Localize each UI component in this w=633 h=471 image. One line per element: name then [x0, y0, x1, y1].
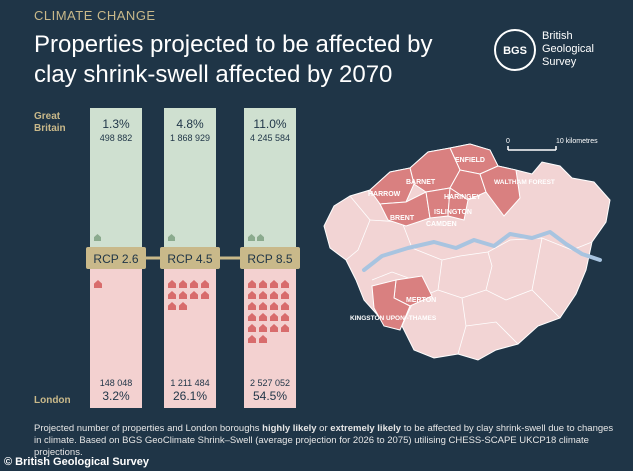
london-count-1: 148 048	[100, 378, 133, 388]
london-house-3-17	[248, 324, 256, 332]
london-house-3-4	[281, 280, 289, 288]
rcp-label-3: RCP 8.5	[247, 252, 292, 266]
london-house-3-18	[259, 324, 267, 332]
gb-label-line1: Great	[34, 111, 61, 122]
borough-borders	[345, 195, 593, 355]
label-haringey: HARINGEY	[444, 194, 481, 201]
london-count-3: 2 527 052	[250, 378, 290, 388]
london-house-3-22	[259, 335, 267, 343]
great-britain-label: Great Britain	[34, 111, 66, 135]
label-brent: BRENT	[390, 215, 415, 222]
london-house-3-9	[248, 302, 256, 310]
label-camden: CAMDEN	[426, 221, 457, 228]
gb-count-2: 1 868 929	[170, 133, 210, 143]
footnote-text-3: to be affected by clay shrink-swell due …	[34, 423, 614, 458]
label-barnet: BARNET	[406, 179, 436, 186]
label-kingston: KINGSTON UPON -THAMES	[350, 315, 437, 322]
london-count-2: 1 211 484	[170, 378, 209, 388]
logo-mark: BGS	[503, 45, 527, 57]
london-house-3-3	[270, 280, 278, 288]
london-house-3-7	[270, 291, 278, 299]
london-house-2-9	[168, 302, 176, 310]
borough-waltham-forest	[479, 165, 521, 217]
label-harrow: HARROW	[368, 191, 401, 198]
bgs-logo: BGS	[494, 29, 536, 71]
gb-percent-2: 4.8%	[176, 117, 204, 131]
label-islington: ISLINGTON	[434, 209, 472, 216]
london-house-3-12	[281, 302, 289, 310]
gb-house-3-2	[257, 234, 264, 241]
gb-count-1: 498 882	[100, 133, 133, 143]
london-house-3-8	[281, 291, 289, 299]
london-house-2-8	[201, 291, 209, 299]
london-house-3-21	[248, 335, 256, 343]
london-house-3-2	[259, 280, 267, 288]
logo-circle-icon	[494, 29, 536, 71]
page-title: Properties projected to be affected by c…	[34, 31, 433, 88]
london-map: 0 10 kilometres ENFIELD	[323, 138, 611, 361]
london-house-3-13	[248, 313, 256, 321]
rcp-label-2: RCP 4.5	[167, 252, 212, 266]
logo-text: British Geological Survey	[542, 30, 594, 69]
logo-name-line1: British	[542, 30, 573, 42]
london-house-3-14	[259, 313, 267, 321]
footnote-bold-1: highly likely	[262, 423, 317, 434]
highlighted-boroughs	[369, 143, 521, 331]
gb-label-line2: Britain	[34, 123, 66, 134]
london-house-3-6	[259, 291, 267, 299]
rcp-box-2	[160, 247, 220, 269]
rcp-box-1	[86, 247, 146, 269]
credit: © British Geological Survey	[4, 456, 150, 468]
label-waltham-forest: WALTHAM FOREST	[494, 179, 555, 186]
borough-islington	[447, 187, 469, 221]
gb-percent-1: 1.3%	[102, 117, 130, 131]
rcp-box-3	[240, 247, 300, 269]
london-house-2-7	[190, 291, 198, 299]
gb-bar-3	[244, 108, 296, 258]
gb-bar-1	[90, 108, 142, 258]
london-percent-2: 26.1%	[173, 389, 207, 403]
london-house-2-6	[179, 291, 187, 299]
footnote-bold-2: extremely likely	[330, 423, 402, 434]
london-house-3-16	[281, 313, 289, 321]
scale-start: 0	[506, 138, 510, 145]
footnote-text-2: or	[316, 423, 331, 434]
london-house-3-1	[248, 280, 256, 288]
gb-percent-3: 11.0%	[253, 117, 286, 131]
london-house-2-3	[190, 280, 198, 288]
footnote-text-1: Projected number of properties and Londo…	[34, 423, 263, 434]
london-house-1-1	[94, 280, 102, 288]
london-house-2-1	[168, 280, 176, 288]
gb-count-3: 4 245 584	[250, 133, 290, 143]
rcp-label-1: RCP 2.6	[93, 252, 138, 266]
london-house-3-20	[281, 324, 289, 332]
gb-house-2-1	[168, 234, 175, 241]
kicker: CLIMATE CHANGE	[34, 8, 156, 23]
label-enfield: ENFIELD	[455, 157, 485, 164]
scale-end: 10 kilometres	[556, 138, 598, 145]
gb-house-1-1	[94, 234, 101, 241]
borough-harrow	[369, 167, 415, 205]
logo-name-line2: Geological	[542, 43, 594, 55]
london-label: London	[34, 395, 71, 406]
london-house-3-19	[270, 324, 278, 332]
london-house-3-5	[248, 291, 256, 299]
gb-house-3-1	[248, 234, 255, 241]
london-house-2-5	[168, 291, 176, 299]
london-house-2-4	[201, 280, 209, 288]
river-thames	[362, 230, 602, 272]
logo-name-line3: Survey	[542, 56, 577, 68]
gb-bar-2	[164, 108, 216, 258]
london-house-2-2	[179, 280, 187, 288]
label-merton: MERTON	[406, 297, 436, 304]
london-percent-1: 3.2%	[102, 389, 130, 403]
london-house-3-15	[270, 313, 278, 321]
london-house-3-11	[270, 302, 278, 310]
footnote: Projected number of properties and Londo…	[34, 423, 614, 459]
london-percent-3: 54.5%	[253, 389, 287, 403]
london-house-3-10	[259, 302, 267, 310]
london-house-2-10	[179, 302, 187, 310]
borough-kingston	[371, 279, 411, 331]
